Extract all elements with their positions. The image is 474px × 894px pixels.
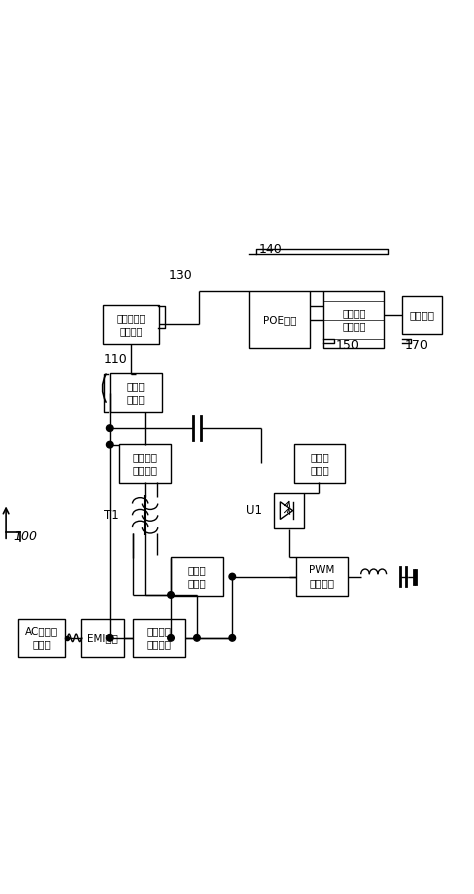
Bar (18, 619, 65, 657)
Text: 通讯控
制电路: 通讯控 制电路 (126, 382, 145, 404)
Circle shape (107, 425, 113, 432)
Circle shape (194, 635, 200, 641)
Text: 130: 130 (169, 268, 192, 282)
Bar (273, 493, 304, 528)
Bar (323, 291, 384, 348)
Bar (171, 557, 223, 596)
Text: 输出整流
滤波电路: 输出整流 滤波电路 (133, 452, 158, 475)
Bar (103, 305, 159, 344)
Text: 功率控
制开关: 功率控 制开关 (188, 565, 206, 587)
Bar (249, 291, 310, 348)
Text: EMI电路: EMI电路 (87, 633, 118, 643)
Text: 100: 100 (13, 530, 37, 543)
Text: T1: T1 (104, 509, 119, 522)
Text: 150: 150 (336, 339, 360, 352)
Bar (119, 444, 171, 483)
Bar (293, 444, 346, 483)
Bar (296, 557, 348, 596)
Circle shape (229, 635, 236, 641)
Circle shape (168, 635, 174, 641)
Bar (133, 619, 185, 657)
Text: 140: 140 (258, 242, 282, 256)
Circle shape (168, 592, 174, 598)
Text: POE电路: POE电路 (263, 315, 296, 325)
Text: 110: 110 (104, 353, 128, 367)
Text: AC电压输
入电路: AC电压输 入电路 (25, 627, 58, 649)
Text: 网络信号
耦合电路: 网络信号 耦合电路 (342, 308, 365, 331)
Text: 输入整流
滤波电路: 输入整流 滤波电路 (147, 627, 172, 649)
Text: 170: 170 (404, 339, 428, 352)
Text: U1: U1 (246, 504, 262, 517)
Bar (82, 619, 124, 657)
Circle shape (107, 635, 113, 641)
Text: 防雷防静电
保护电路: 防雷防静电 保护电路 (116, 313, 146, 335)
Bar (110, 374, 162, 412)
Text: 反馈控
制电路: 反馈控 制电路 (310, 452, 329, 475)
Bar (402, 296, 442, 334)
Circle shape (229, 573, 236, 580)
Text: PWM
控制电路: PWM 控制电路 (309, 565, 335, 587)
Text: 网络接口: 网络接口 (410, 310, 435, 320)
Circle shape (107, 442, 113, 448)
